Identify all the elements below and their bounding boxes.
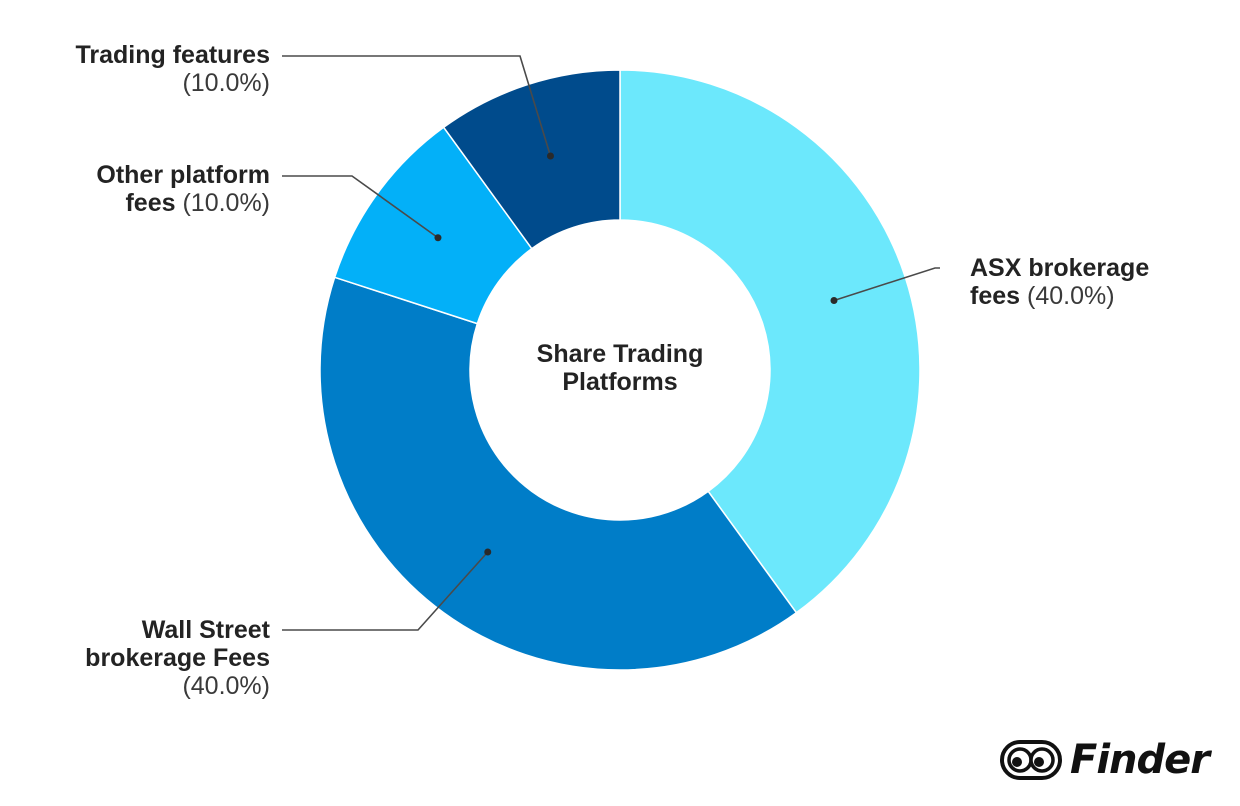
slice-labels: ASX brokerage fees (40.0%)Wall Street brok…: [76, 41, 1150, 700]
slice-label-value: (40.0%): [182, 672, 270, 700]
slice-label-name: Other platform: [96, 161, 270, 189]
leader-dot: [484, 548, 492, 556]
slice-label: ASX brokerage fees (40.0%): [970, 254, 1149, 310]
slice-label-name: fees: [125, 189, 175, 217]
donut-slice: [442, 69, 621, 250]
slice-label-name: brokerage Fees: [85, 644, 270, 672]
slice-label-value: (40.0%): [1020, 282, 1114, 310]
chart-title: Share Trading Platforms: [537, 340, 704, 396]
donut-slice: [319, 276, 798, 671]
chart-title-line: Platforms: [562, 368, 677, 396]
slice-label-name: Wall Street: [142, 616, 271, 644]
slice-label: Trading features (10.0%): [76, 41, 271, 97]
leader-dot: [434, 234, 442, 242]
leader-line: [282, 551, 489, 631]
eyes-icon: [1000, 740, 1062, 780]
chart-title-line: Share Trading: [537, 340, 704, 368]
donut-slices: [319, 69, 921, 671]
slice-label: Other platform fees (10.0%): [96, 161, 270, 217]
brand-name: Finder: [1070, 737, 1210, 783]
slice-label: Wall Street brokerage Fees (40.0%): [85, 616, 270, 700]
leader-lines: [282, 55, 940, 631]
leader-line: [282, 175, 439, 239]
leader-dot: [830, 296, 838, 304]
slice-label-name: Trading features: [76, 41, 271, 69]
leader-line: [833, 267, 940, 302]
slice-label-name: fees: [970, 282, 1020, 310]
slice-label-value: (10.0%): [182, 69, 270, 97]
leader-dot: [546, 152, 554, 160]
leader-line: [282, 55, 552, 157]
donut-slice: [619, 69, 921, 614]
slice-label-name: ASX brokerage: [970, 254, 1149, 282]
slice-label-value: (10.0%): [176, 189, 270, 217]
finder-logo: Finder: [1000, 735, 1220, 785]
